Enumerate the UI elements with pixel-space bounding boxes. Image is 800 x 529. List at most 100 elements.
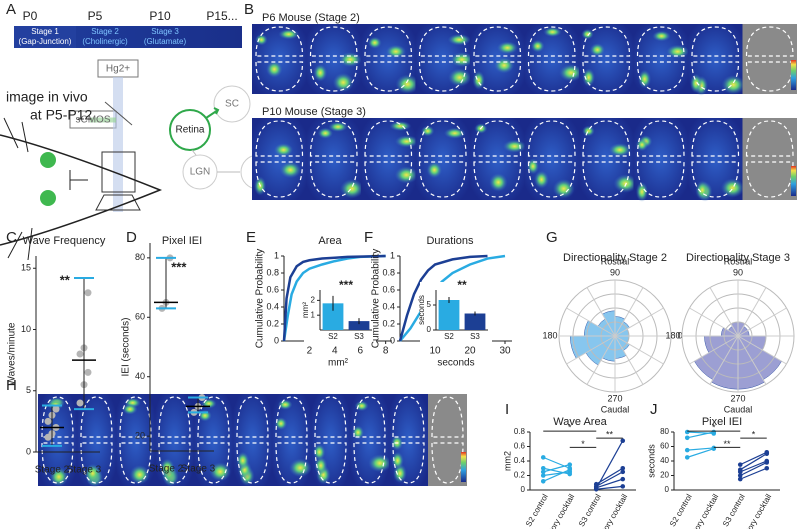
y-tick-label: 2	[311, 295, 316, 304]
hemisphere-outline	[236, 396, 269, 484]
panel-letter: C	[6, 229, 17, 246]
bar	[348, 321, 370, 330]
activity	[721, 74, 746, 95]
stage-label: (Glutamate)	[144, 37, 187, 46]
activity	[352, 425, 365, 440]
angle-label: 0	[677, 330, 682, 340]
direction-label: Caudal	[601, 404, 630, 414]
point	[76, 399, 84, 407]
x-tick-label: 8	[383, 346, 389, 357]
significance: ***	[339, 278, 353, 292]
angle-label: 180	[665, 330, 680, 340]
polar-spoke	[737, 335, 767, 385]
activity	[314, 456, 328, 475]
age-label: P0	[23, 9, 38, 23]
point	[84, 289, 92, 297]
sc-node	[213, 85, 251, 123]
y-tick-label: 60	[135, 312, 145, 322]
image-tile	[361, 118, 416, 200]
hemisphere-outline	[473, 26, 522, 92]
polar-spoke	[737, 307, 787, 337]
hemisphere-outline	[418, 26, 467, 92]
activity	[543, 27, 562, 38]
activity	[273, 143, 294, 157]
activity	[421, 125, 435, 137]
significance: *	[581, 439, 585, 449]
y-axis-label: seconds	[417, 295, 426, 325]
hemisphere-outline	[392, 396, 425, 484]
point	[684, 455, 690, 460]
activity	[608, 143, 631, 157]
activity	[289, 458, 312, 478]
y-tick-label: 0	[665, 485, 670, 494]
panel-letter: J	[650, 401, 658, 418]
panel-letter: D	[126, 229, 137, 246]
activity	[582, 125, 595, 137]
significance: *	[568, 423, 572, 433]
y-tick-label: 0.6	[266, 284, 279, 294]
point	[737, 473, 743, 478]
panel-letters: A B C D E F G H I J	[6, 1, 658, 418]
polar-spoke	[709, 335, 739, 385]
cdf-line	[399, 254, 506, 342]
pair-line	[543, 469, 570, 482]
pair-line	[687, 448, 714, 458]
y-axis-label: mm²	[301, 302, 310, 318]
image-tile	[742, 24, 797, 94]
bar	[464, 313, 486, 330]
colorbar	[791, 60, 796, 90]
hemisphere-outline	[636, 26, 685, 92]
panel-letter: F	[364, 229, 373, 246]
polar-spoke	[689, 307, 739, 337]
hemisphere-outline	[582, 26, 631, 92]
x-tick-label: Stage 2	[35, 465, 70, 476]
direction-label: Rostral	[601, 256, 630, 266]
activity	[635, 181, 649, 202]
chart-title: Pixel IEI	[702, 416, 742, 428]
hemisphere-outline	[80, 396, 113, 484]
y-tick-label: 0.6	[382, 284, 395, 294]
timeline-stage	[14, 26, 76, 48]
polar-spoke	[614, 335, 664, 365]
point	[567, 467, 573, 473]
pair-line	[543, 464, 570, 473]
chart-title: Pixel IEI	[162, 235, 202, 247]
x-tick-label: 10	[429, 346, 441, 357]
y-tick-label: 0	[427, 325, 432, 334]
colorbar	[791, 166, 796, 196]
hemisphere-outline	[527, 26, 576, 92]
polar-spoke	[737, 287, 767, 337]
y-tick-label: 60	[660, 442, 669, 451]
activity	[582, 68, 596, 87]
significance: *	[752, 429, 756, 439]
pair-line	[595, 440, 624, 489]
point	[540, 473, 546, 478]
panel-letter: I	[505, 401, 509, 418]
direction-label: Caudal	[724, 404, 753, 414]
point	[540, 479, 546, 484]
activity	[332, 72, 354, 93]
activity	[443, 127, 466, 139]
activity	[255, 34, 268, 46]
light-path	[113, 77, 123, 212]
bar-label: S3	[470, 332, 480, 341]
polar-spoke	[586, 287, 616, 337]
panel-letter: H	[6, 377, 17, 394]
schematic	[0, 59, 276, 261]
activity	[354, 400, 369, 412]
angle-label: 90	[733, 267, 743, 277]
activity	[160, 458, 175, 478]
x-tick-label: 20	[464, 346, 476, 357]
pair-line	[543, 456, 570, 469]
y-tick-label: 0	[274, 335, 279, 345]
y-axis-label: seconds	[646, 444, 656, 478]
activity	[394, 135, 419, 148]
stage-label: (Gap-Junction)	[19, 37, 72, 46]
x-tick-label: Stage 3	[181, 464, 216, 475]
y-tick-label: 1	[274, 250, 279, 260]
x-tick-label: 30	[499, 346, 511, 357]
activity	[338, 51, 362, 68]
point	[44, 417, 52, 425]
activity	[313, 64, 328, 82]
